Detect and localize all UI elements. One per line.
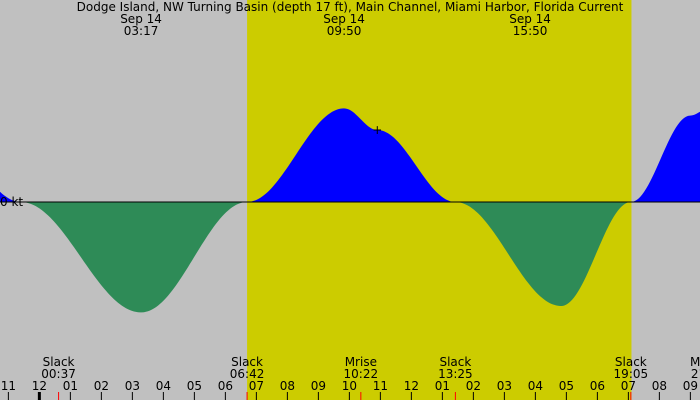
chart-title: Dodge Island, NW Turning Basin (depth 17…: [77, 0, 624, 14]
hour-label-9: 08: [280, 379, 295, 393]
current-areas: [0, 108, 700, 313]
event-label-4: Slack: [615, 355, 647, 369]
hour-label-8: 07: [249, 379, 264, 393]
event-time-3: 13:25: [438, 367, 473, 381]
peak-time-2: 15:50: [513, 24, 548, 38]
peak-time-1: 09:50: [327, 24, 362, 38]
event-label-5: Mset: [690, 355, 700, 369]
event-label-3: Slack: [439, 355, 471, 369]
event-time-1: 06:42: [230, 367, 265, 381]
current-now-marker: +: [372, 123, 382, 137]
hour-label-14: 01: [435, 379, 450, 393]
event-label-0: Slack: [43, 355, 75, 369]
hour-label-0: 11: [1, 379, 16, 393]
event-labels: Slack00:37Slack06:42Mrise10:22Slack13:25…: [41, 355, 700, 381]
hour-label-20: 07: [621, 379, 636, 393]
hour-label-4: 03: [125, 379, 140, 393]
hour-label-5: 04: [156, 379, 171, 393]
hour-label-12: 11: [373, 379, 388, 393]
event-label-2: Mrise: [345, 355, 377, 369]
hour-label-22: 09: [683, 379, 698, 393]
event-time-5: 21:2: [691, 367, 700, 381]
hour-label-18: 05: [559, 379, 574, 393]
hour-label-15: 02: [466, 379, 481, 393]
hour-label-1: 12: [32, 379, 47, 393]
time-axis: 11 12 01 02 03 04 05 06 07 08 09 10 11 12 01 02 03 04 05 06…: [1, 379, 698, 400]
peak-date-2: Sep 14: [509, 12, 551, 26]
flood-area-0: [0, 191, 20, 202]
ebb-area-3: [456, 202, 630, 306]
flood-area-4: [632, 111, 700, 202]
midnight-marker: [37, 392, 41, 400]
peak-time-0: 03:17: [124, 24, 159, 38]
hour-label-2: 01: [63, 379, 78, 393]
hour-label-6: 05: [187, 379, 202, 393]
hour-label-16: 03: [497, 379, 512, 393]
event-label-1: Slack: [231, 355, 263, 369]
event-time-4: 19:05: [614, 367, 649, 381]
zero-knot-label: 0 kt: [0, 195, 23, 209]
event-time-0: 00:37: [41, 367, 76, 381]
hour-label-19: 06: [590, 379, 605, 393]
hour-label-21: 08: [652, 379, 667, 393]
hour-label-13: 12: [404, 379, 419, 393]
hour-label-11: 10: [342, 379, 357, 393]
ebb-area-1: [22, 202, 246, 313]
hour-label-17: 04: [528, 379, 543, 393]
hour-label-10: 09: [311, 379, 326, 393]
hour-label-7: 06: [218, 379, 233, 393]
peak-date-0: Sep 14: [120, 12, 162, 26]
flood-area-2: [248, 108, 454, 202]
event-time-2: 10:22: [344, 367, 379, 381]
hour-label-3: 02: [94, 379, 109, 393]
peak-date-1: Sep 14: [323, 12, 365, 26]
